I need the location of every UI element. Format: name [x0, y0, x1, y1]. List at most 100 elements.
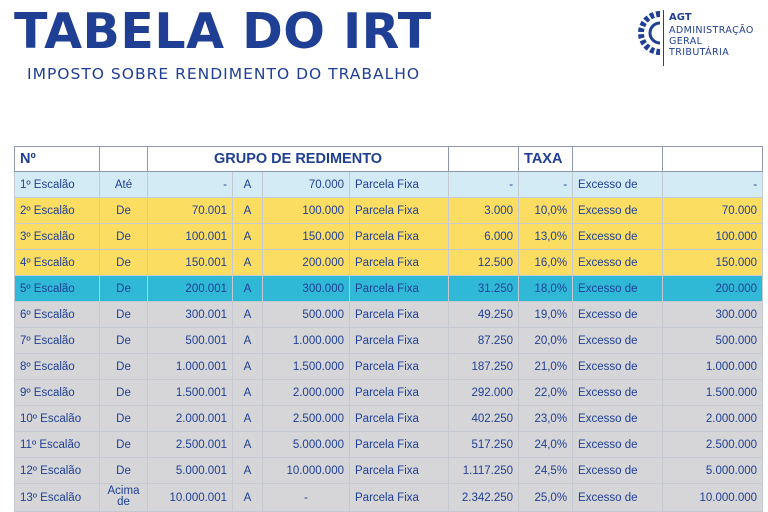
header-rate: TAXA	[518, 146, 574, 172]
from-value-cell: 2.500.001	[147, 431, 233, 458]
excess-value-cell: 70.000	[662, 197, 764, 224]
excess-value-cell: 150.000	[662, 249, 764, 276]
scale-cell: 6º Escalão	[14, 301, 100, 328]
parcela-label-cell: Parcela Fixa	[348, 483, 450, 512]
header-number: Nº	[14, 146, 100, 172]
scale-cell: 12º Escalão	[14, 457, 100, 484]
excess-label-cell: Excesso de	[572, 197, 664, 224]
rate-cell: 25,0%	[518, 483, 574, 512]
to-value-cell: 1.000.000	[262, 327, 350, 354]
excess-value-cell: 300.000	[662, 301, 764, 328]
to-value-cell: 70.000	[262, 171, 350, 198]
header-empty-cell	[662, 146, 764, 172]
fixed-amount-cell: 12.500	[448, 249, 520, 276]
scale-cell: 11º Escalão	[14, 431, 100, 458]
table-row: 2º Escalão De 70.001 A 100.000 Parcela Fixa 3.…	[14, 197, 764, 224]
from-word-cell: De	[99, 353, 148, 380]
a-separator-cell: A	[232, 327, 263, 354]
excess-label-cell: Excesso de	[572, 249, 664, 276]
excess-value-cell: 100.000	[662, 223, 764, 250]
rate-cell: -	[518, 171, 574, 198]
page-subtitle: IMPOSTO SOBRE RENDIMENTO DO TRABALHO	[27, 65, 421, 83]
table-row: 10º Escalão De 2.000.001 A 2.500.000 Parcela …	[14, 405, 764, 432]
scale-cell: 2º Escalão	[14, 197, 100, 224]
rate-cell: 20,0%	[518, 327, 574, 354]
a-separator-cell: A	[232, 457, 263, 484]
excess-label-cell: Excesso de	[572, 457, 664, 484]
from-value-cell: 2.000.001	[147, 405, 233, 432]
parcela-label-cell: Parcela Fixa	[348, 405, 450, 432]
fixed-amount-cell: 3.000	[448, 197, 520, 224]
rate-cell: 23,0%	[518, 405, 574, 432]
rate-cell: 16,0%	[518, 249, 574, 276]
scale-cell: 3º Escalão	[14, 223, 100, 250]
scale-cell: 1º Escalão	[14, 171, 100, 198]
from-value-cell: 70.001	[147, 197, 233, 224]
logo-abbr: AGT	[669, 12, 692, 23]
scale-cell: 7º Escalão	[14, 327, 100, 354]
to-value-cell: 5.000.000	[262, 431, 350, 458]
from-value-cell: 1.000.001	[147, 353, 233, 380]
header-income-group: GRUPO DE REDIMENTO	[146, 146, 450, 172]
from-value-cell: 5.000.001	[147, 457, 233, 484]
fixed-amount-cell: 49.250	[448, 301, 520, 328]
from-word-cell: De	[99, 249, 148, 276]
rate-cell: 24,0%	[518, 431, 574, 458]
from-word-cell: De	[99, 457, 148, 484]
excess-value-cell: -	[662, 171, 764, 198]
a-separator-cell: A	[232, 431, 263, 458]
from-word-cell: Até	[99, 171, 148, 198]
logo-line-1: ADMINISTRAÇÃO	[669, 25, 754, 36]
scale-cell: 13º Escalão	[14, 483, 100, 512]
excess-value-cell: 10.000.000	[662, 483, 764, 512]
to-value-cell: 200.000	[262, 249, 350, 276]
rate-cell: 19,0%	[518, 301, 574, 328]
excess-label-cell: Excesso de	[572, 353, 664, 380]
a-separator-cell: A	[232, 405, 263, 432]
parcela-label-cell: Parcela Fixa	[348, 249, 450, 276]
rate-cell: 10,0%	[518, 197, 574, 224]
table-header-row: Nº GRUPO DE REDIMENTO TAXA	[14, 146, 764, 172]
rate-cell: 21,0%	[518, 353, 574, 380]
from-word-cell: De	[99, 197, 148, 224]
to-value-cell: 2.000.000	[262, 379, 350, 406]
parcela-label-cell: Parcela Fixa	[348, 301, 450, 328]
to-value-cell: -	[262, 483, 350, 512]
excess-value-cell: 2.500.000	[662, 431, 764, 458]
fixed-amount-cell: 402.250	[448, 405, 520, 432]
excess-value-cell: 200.000	[662, 275, 764, 302]
header-empty-cell	[99, 146, 148, 172]
parcela-label-cell: Parcela Fixa	[348, 431, 450, 458]
from-word-cell: De	[99, 327, 148, 354]
excess-label-cell: Excesso de	[572, 223, 664, 250]
to-value-cell: 100.000	[262, 197, 350, 224]
from-value-cell: -	[147, 171, 233, 198]
parcela-label-cell: Parcela Fixa	[348, 171, 450, 198]
to-value-cell: 500.000	[262, 301, 350, 328]
excess-label-cell: Excesso de	[572, 483, 664, 512]
a-separator-cell: A	[232, 171, 263, 198]
a-separator-cell: A	[232, 483, 263, 512]
excess-label-cell: Excesso de	[572, 379, 664, 406]
a-separator-cell: A	[232, 197, 263, 224]
table-row: 1º Escalão Até - A 70.000 Parcela Fixa - - Exces…	[14, 171, 764, 198]
from-value-cell: 500.001	[147, 327, 233, 354]
parcela-label-cell: Parcela Fixa	[348, 275, 450, 302]
from-word-cell: De	[99, 379, 148, 406]
a-separator-cell: A	[232, 379, 263, 406]
fixed-amount-cell: 1.117.250	[448, 457, 520, 484]
excess-value-cell: 1.000.000	[662, 353, 764, 380]
excess-label-cell: Excesso de	[572, 275, 664, 302]
rate-cell: 24,5%	[518, 457, 574, 484]
fixed-amount-cell: 292.000	[448, 379, 520, 406]
excess-label-cell: Excesso de	[572, 327, 664, 354]
to-value-cell: 150.000	[262, 223, 350, 250]
logo-line-3: TRIBUTÁRIA	[669, 47, 730, 58]
fixed-amount-cell: -	[448, 171, 520, 198]
excess-label-cell: Excesso de	[572, 431, 664, 458]
rate-cell: 22,0%	[518, 379, 574, 406]
from-word-cell: Acima de	[99, 483, 148, 512]
excess-value-cell: 500.000	[662, 327, 764, 354]
a-separator-cell: A	[232, 223, 263, 250]
to-value-cell: 1.500.000	[262, 353, 350, 380]
